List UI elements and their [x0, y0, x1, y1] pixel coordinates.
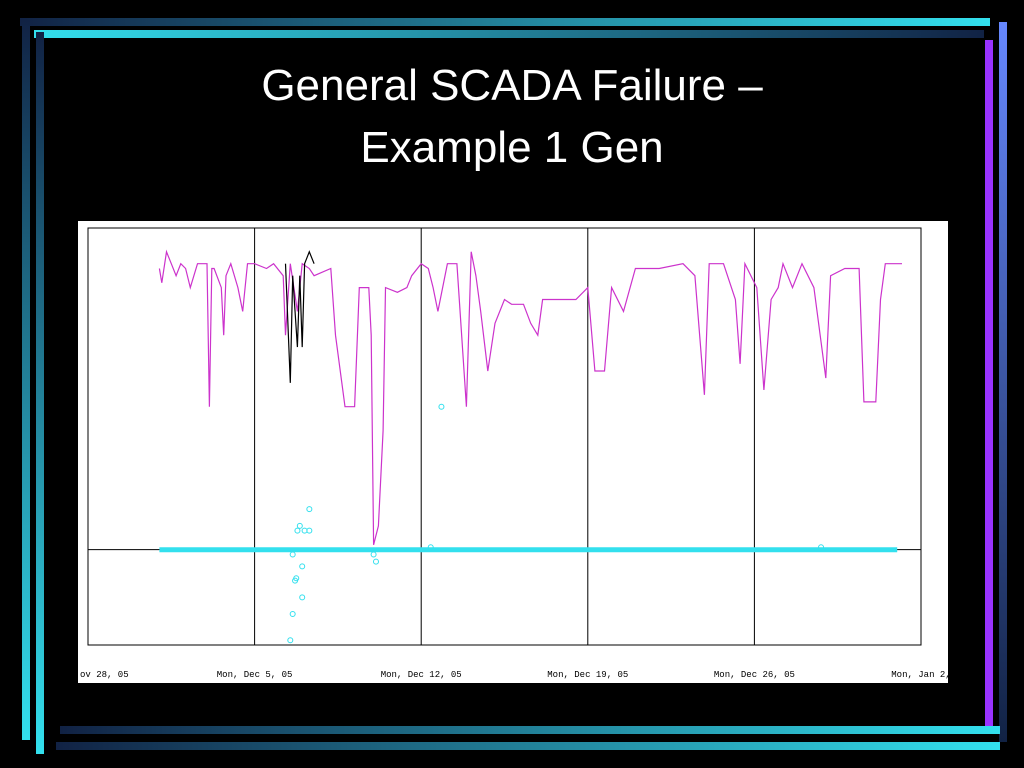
data-point [294, 527, 301, 534]
data-point [299, 563, 306, 570]
decor-bar [999, 22, 1007, 742]
x-tick-label: Mon, Dec 12, 05 [381, 670, 462, 680]
data-point [370, 551, 377, 558]
x-tick-label: ov 28, 05 [80, 670, 129, 680]
data-line [284, 250, 315, 383]
data-line [158, 249, 902, 546]
data-point [306, 506, 313, 513]
decor-bar [36, 32, 44, 754]
data-point [306, 527, 313, 534]
data-point [372, 558, 379, 565]
decor-bar [22, 20, 30, 740]
x-tick-label: Mon, Jan 2, [891, 670, 950, 680]
decor-bar [20, 18, 990, 26]
title-line: Example 1 Gen [360, 123, 663, 172]
data-point [427, 544, 434, 551]
decor-bar [56, 742, 1000, 750]
x-tick-label: Mon, Dec 26, 05 [714, 670, 795, 680]
data-point [289, 611, 296, 618]
title-line: General SCADA Failure – [261, 61, 763, 110]
data-point [438, 403, 445, 410]
decor-bar [34, 30, 984, 38]
decor-bar [985, 40, 993, 730]
data-point [296, 522, 303, 529]
x-tick-label: Mon, Dec 19, 05 [547, 670, 628, 680]
data-point [289, 551, 296, 558]
data-point [293, 575, 300, 582]
data-point [818, 544, 825, 551]
x-tick-label: Mon, Dec 5, 05 [217, 670, 293, 680]
data-point [287, 637, 294, 644]
data-point [299, 594, 306, 601]
chart-area [78, 221, 948, 683]
decor-bar [60, 726, 1000, 734]
